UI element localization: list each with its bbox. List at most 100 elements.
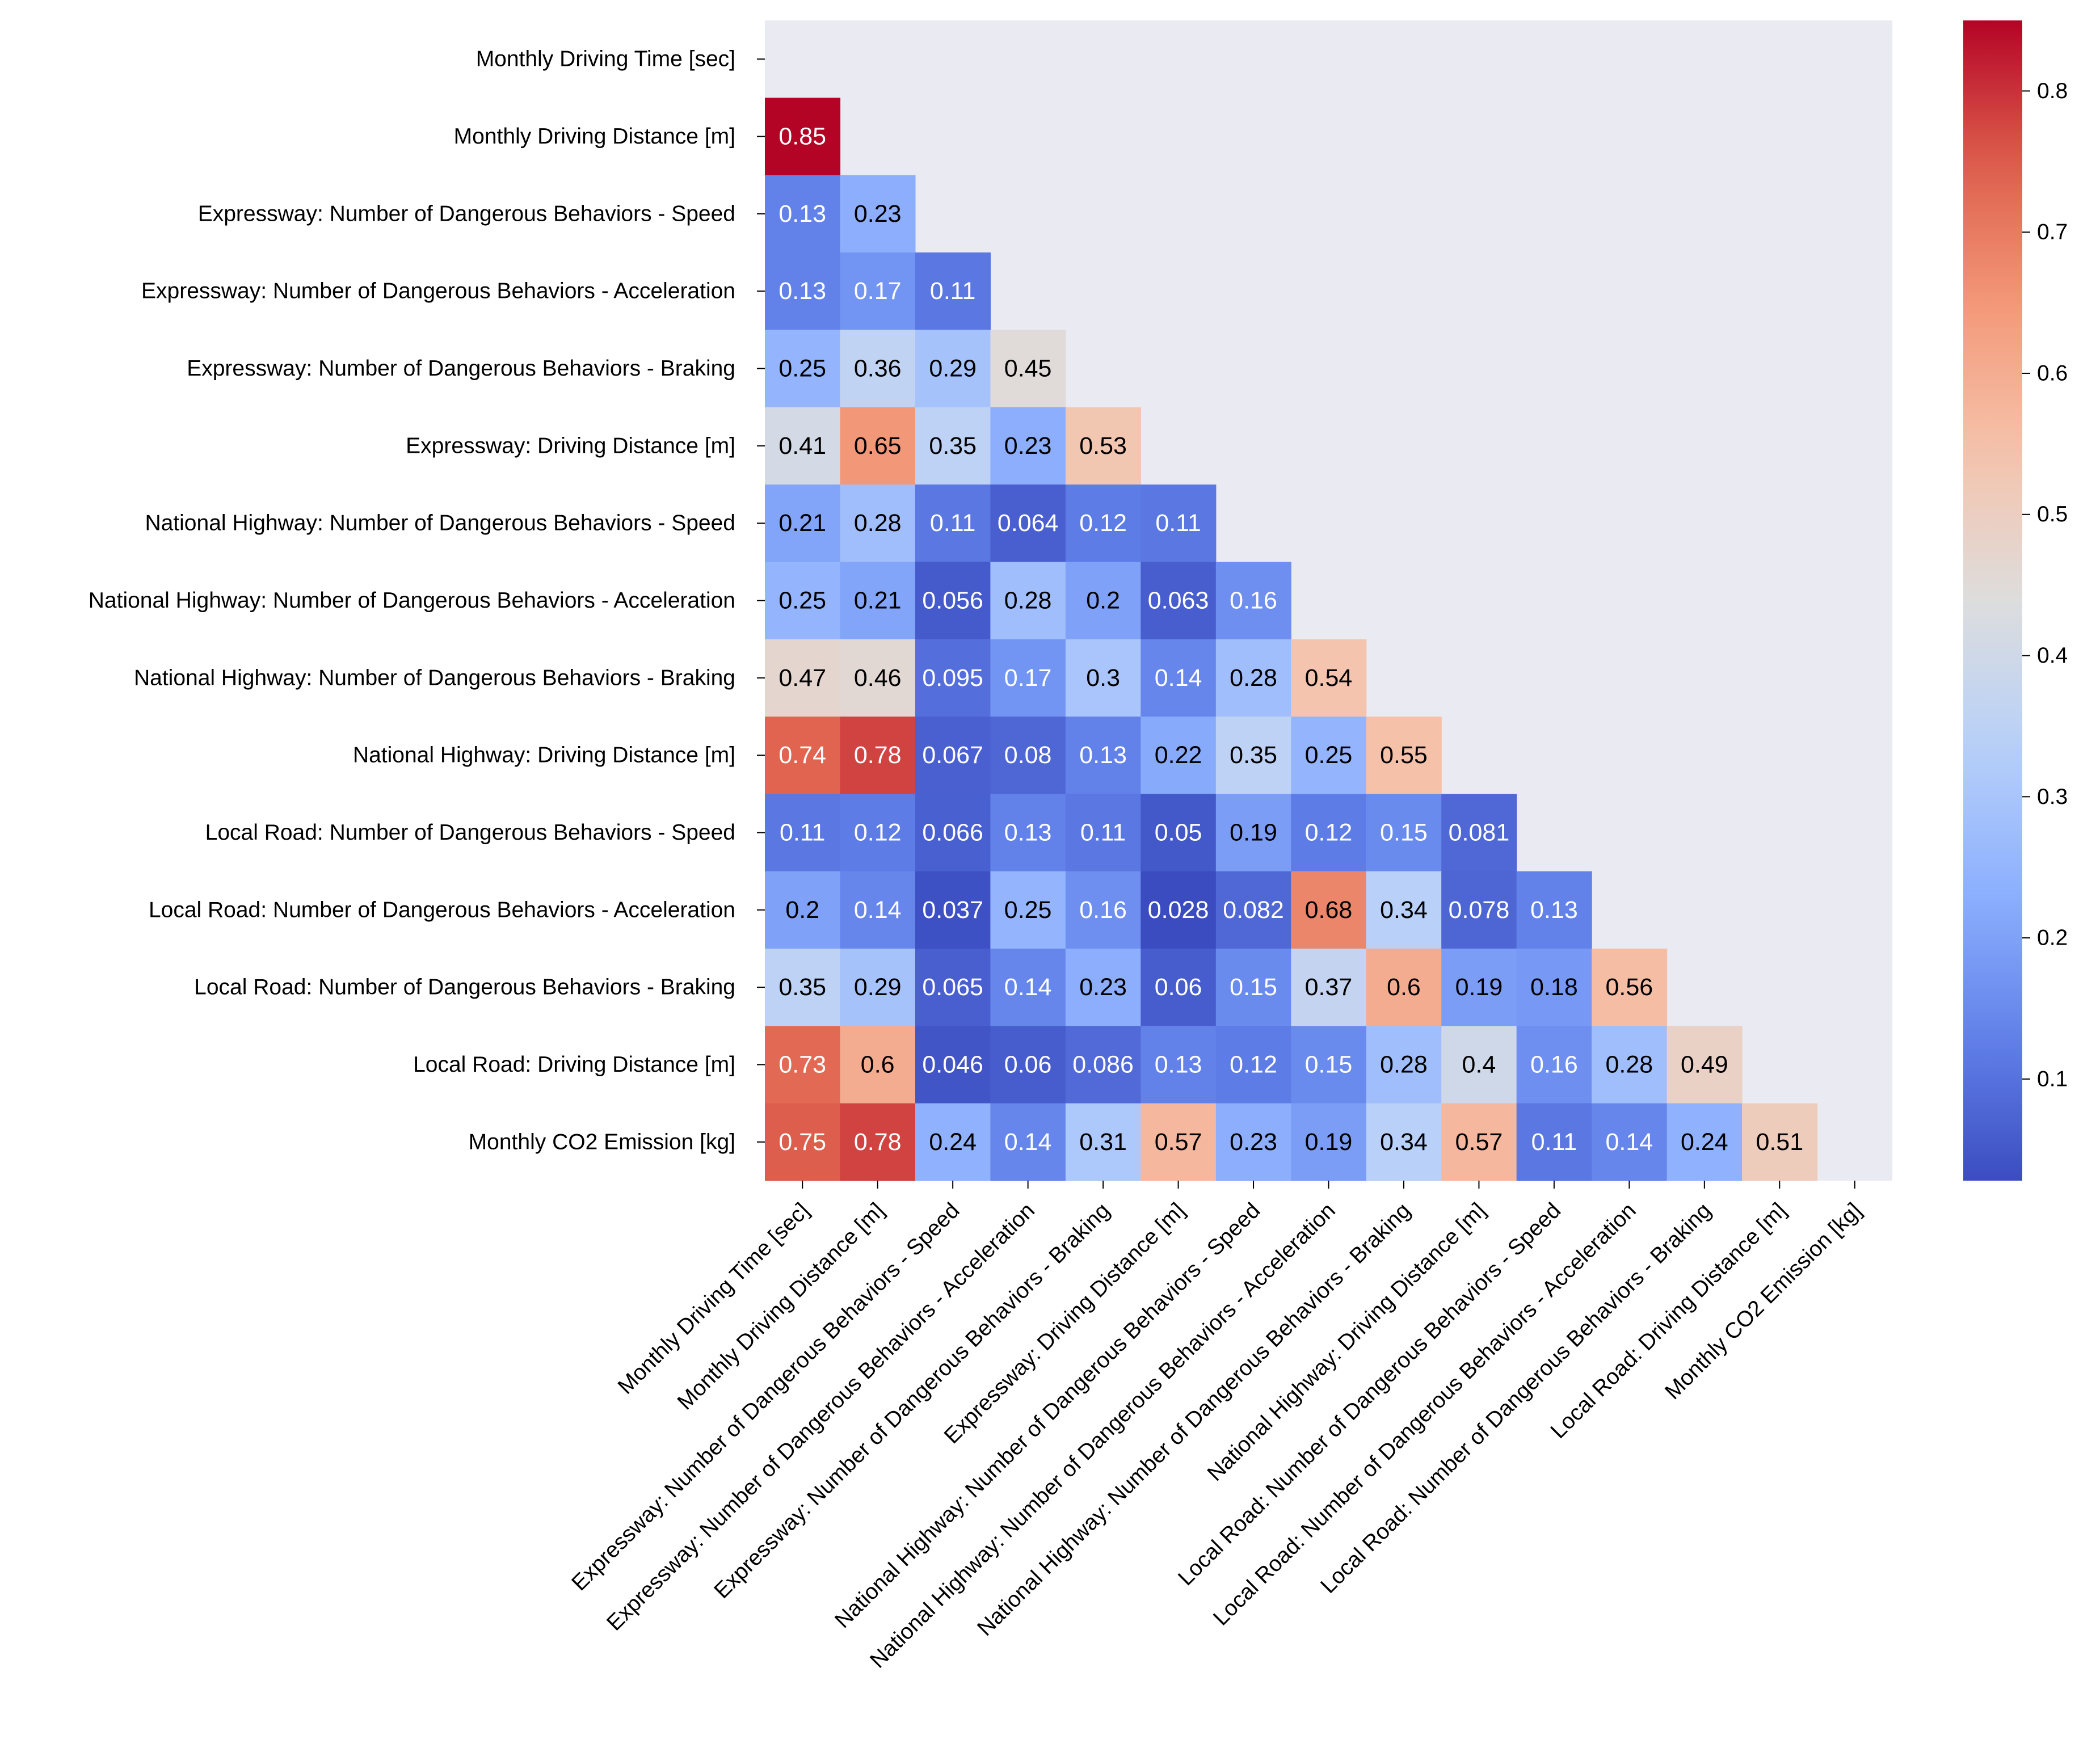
heatmap-cell xyxy=(1065,1026,1141,1104)
heatmap-cell xyxy=(1592,949,1668,1026)
heatmap-cell-label: 0.078 xyxy=(1449,896,1510,924)
heatmap-cell-label: 0.25 xyxy=(1305,742,1353,769)
heatmap-cell-label: 0.65 xyxy=(854,432,902,460)
heatmap-cell-label: 0.063 xyxy=(1148,587,1209,614)
y-axis-label: National Highway: Number of Dangerous Be… xyxy=(145,511,735,536)
heatmap-cell-label: 0.28 xyxy=(1380,1051,1428,1079)
heatmap-cell-label: 0.16 xyxy=(1079,896,1127,924)
heatmap-cell xyxy=(840,639,916,717)
colorbar-tick-label: 0.3 xyxy=(2037,785,2068,809)
colorbar-ticks: 0.1 0.2 0.3 0.4 0.5 0.6 0.7 0.8 xyxy=(2022,79,2068,1091)
heatmap-cell-label: 0.081 xyxy=(1449,819,1510,846)
heatmap-cell xyxy=(1516,1103,1592,1181)
heatmap-cell-label: 0.3 xyxy=(1086,664,1120,692)
heatmap-cell xyxy=(840,1026,916,1104)
heatmap-cell xyxy=(1441,1103,1517,1181)
heatmap-cell-label: 0.6 xyxy=(861,1051,895,1079)
heatmap-cell-label: 0.14 xyxy=(1004,974,1052,1001)
heatmap-cell xyxy=(1441,794,1517,872)
heatmap-cell-label: 0.16 xyxy=(1530,1051,1578,1079)
heatmap-cell-label: 0.11 xyxy=(1155,509,1201,537)
heatmap-cell-label: 0.85 xyxy=(778,123,826,150)
heatmap-cell xyxy=(1291,794,1367,872)
heatmap-cell xyxy=(990,485,1066,562)
heatmap-cell-label: 0.095 xyxy=(922,664,983,692)
heatmap-cell xyxy=(1065,639,1141,717)
heatmap-cell-label: 0.064 xyxy=(998,509,1059,537)
heatmap-cell xyxy=(1215,949,1291,1026)
colorbar-tick-label: 0.1 xyxy=(2037,1067,2068,1091)
heatmap-cell xyxy=(1141,717,1217,794)
heatmap-cell xyxy=(1215,1103,1291,1181)
heatmap-cell xyxy=(990,639,1066,717)
heatmap-cell xyxy=(915,949,991,1026)
heatmap-cell xyxy=(840,175,916,253)
heatmap-cell xyxy=(840,794,916,872)
heatmap-cell-label: 0.13 xyxy=(1004,819,1052,846)
heatmap-cell-label: 0.14 xyxy=(1004,1128,1052,1156)
heatmap-cell xyxy=(990,717,1066,794)
heatmap-cell xyxy=(1291,871,1367,949)
heatmap-cell-label: 0.066 xyxy=(922,819,983,846)
heatmap-cell xyxy=(1141,1103,1217,1181)
heatmap-cell-label: 0.12 xyxy=(854,819,902,846)
heatmap-cell xyxy=(1141,949,1217,1026)
heatmap-cell-label: 0.065 xyxy=(922,974,983,1001)
heatmap-cell-label: 0.74 xyxy=(778,742,826,769)
heatmap-cell-label: 0.41 xyxy=(778,432,826,460)
heatmap-cell-label: 0.11 xyxy=(1531,1128,1577,1156)
heatmap-cell xyxy=(1366,949,1442,1026)
heatmap-cell xyxy=(1366,1103,1442,1181)
heatmap-cell-label: 0.037 xyxy=(922,896,983,924)
heatmap-cell xyxy=(1291,1103,1367,1181)
heatmap-cell xyxy=(765,562,841,640)
colorbar-tick-label: 0.8 xyxy=(2037,79,2068,103)
heatmap-cell-label: 0.4 xyxy=(1462,1051,1496,1079)
heatmap-cell xyxy=(1441,871,1517,949)
heatmap-cell-label: 0.37 xyxy=(1305,974,1353,1001)
heatmap-cell-label: 0.45 xyxy=(1004,355,1052,382)
colorbar-tick-label: 0.7 xyxy=(2037,220,2068,245)
heatmap-cell xyxy=(1065,717,1141,794)
heatmap-cell xyxy=(765,794,841,872)
heatmap-cell xyxy=(915,717,991,794)
heatmap-cell-label: 0.08 xyxy=(1004,742,1052,769)
y-axis-label: Expressway: Driving Distance [m] xyxy=(406,433,735,458)
heatmap-cell xyxy=(1065,794,1141,872)
heatmap-cell-label: 0.13 xyxy=(1530,896,1578,924)
x-axis-label: National Highway: Driving Distance [m] xyxy=(1203,1198,1491,1486)
heatmap-cell-label: 0.14 xyxy=(854,896,902,924)
heatmap-cell-label: 0.14 xyxy=(1155,664,1202,692)
y-axis-label: National Highway: Number of Dangerous Be… xyxy=(89,588,735,613)
heatmap-cell-label: 0.35 xyxy=(929,432,977,460)
heatmap-cell xyxy=(990,871,1066,949)
heatmap-cell-label: 0.57 xyxy=(1455,1128,1503,1156)
heatmap-cell xyxy=(990,330,1066,408)
y-axis-label: Local Road: Number of Dangerous Behavior… xyxy=(149,898,735,922)
heatmap-cell-label: 0.12 xyxy=(1230,1051,1277,1079)
heatmap-cell-label: 0.17 xyxy=(1004,664,1052,692)
y-axis-label: Monthly Driving Distance [m] xyxy=(454,124,735,149)
heatmap-cell-label: 0.11 xyxy=(1080,819,1126,846)
heatmap-cell-label: 0.15 xyxy=(1305,1051,1353,1079)
heatmap-cell xyxy=(1215,1026,1291,1104)
heatmap-cell-label: 0.16 xyxy=(1230,587,1277,614)
heatmap-cell-label: 0.11 xyxy=(780,819,826,846)
heatmap-cell xyxy=(1441,949,1517,1026)
heatmap-cell-label: 0.23 xyxy=(854,200,902,228)
heatmap-cell-label: 0.68 xyxy=(1305,896,1353,924)
y-axis-label: Monthly Driving Time [sec] xyxy=(476,47,735,71)
heatmap-cell xyxy=(1666,1103,1743,1181)
heatmap-cell xyxy=(840,407,916,485)
heatmap-cell xyxy=(1366,1026,1442,1104)
colorbar-tick-label: 0.2 xyxy=(2037,926,2068,950)
heatmap-cell-label: 0.06 xyxy=(1155,974,1202,1001)
heatmap-cell-label: 0.056 xyxy=(922,587,983,614)
heatmap-cell-label: 0.067 xyxy=(922,742,983,769)
heatmap-cell xyxy=(915,252,991,330)
heatmap-cell-label: 0.47 xyxy=(778,664,826,692)
heatmap-cell xyxy=(765,639,841,717)
heatmap-cell xyxy=(915,330,991,408)
heatmap-cells xyxy=(765,98,1818,1181)
